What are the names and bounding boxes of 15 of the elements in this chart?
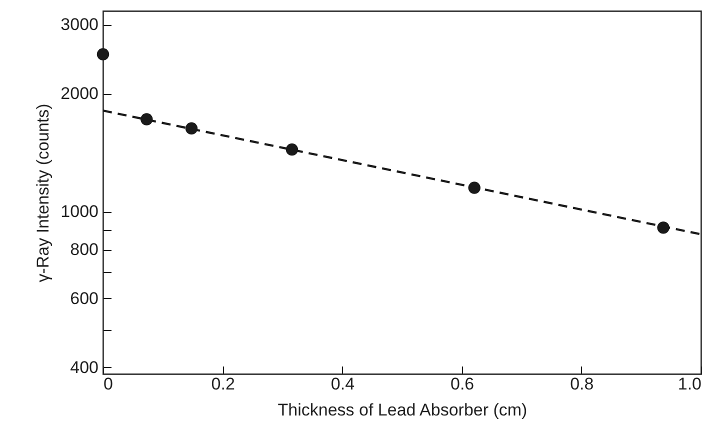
- x-tick-label: 0: [104, 374, 113, 394]
- x-tick-label: 0.6: [450, 374, 474, 394]
- y-tick-label: 400: [70, 358, 98, 377]
- y-tick-label: 800: [70, 240, 98, 260]
- x-tick-label: 1.0: [678, 374, 702, 394]
- point: [96, 48, 110, 60]
- y-tick-label: 2000: [60, 84, 98, 104]
- x-tick-label: 0.2: [211, 374, 235, 394]
- y-tick-label: 3000: [60, 15, 98, 34]
- y-axis-title: γ-Ray Intensity (counts): [34, 104, 53, 282]
- x-tick-label: 0.4: [330, 374, 355, 394]
- x-axis-title: Thickness of Lead Absorber (cm): [278, 400, 528, 420]
- y-tick-label: 1000: [60, 202, 98, 222]
- x-tick-label: 0.8: [570, 374, 594, 394]
- y-tick-label: 600: [70, 289, 98, 308]
